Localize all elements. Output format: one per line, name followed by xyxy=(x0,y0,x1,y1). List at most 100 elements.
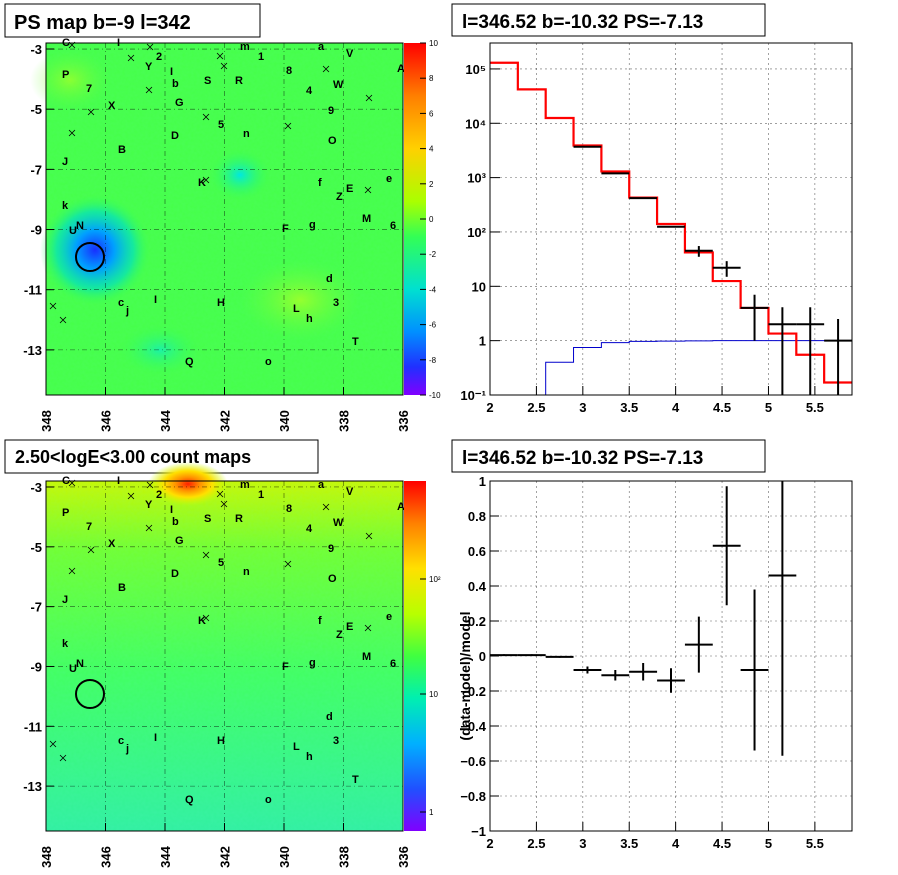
residual-panel: l=346.52 b=-10.32 PS=-7.13 (data-model)/… xyxy=(451,439,853,851)
ps-scale-tick-label: -2 xyxy=(429,250,437,259)
source-label: K xyxy=(198,615,206,627)
x-tick-label: 346 xyxy=(99,846,114,868)
source-label: O xyxy=(328,135,337,147)
source-cross-marker xyxy=(145,524,153,532)
source-cross-marker xyxy=(365,94,373,102)
source-label: a xyxy=(318,479,325,491)
count-scale-tick-label: 1 xyxy=(429,808,434,817)
source-cross-marker xyxy=(220,62,228,70)
spectrum-y-tick-label: 10 xyxy=(472,279,486,294)
source-cross-marker xyxy=(364,186,372,194)
source-label: 4 xyxy=(306,85,313,97)
source-cross-marker xyxy=(59,316,67,324)
source-label: 8 xyxy=(286,503,292,515)
x-tick-label: 336 xyxy=(396,846,411,868)
ps-scale-tick-label: 4 xyxy=(429,145,434,154)
residual-x-tick-label: 3 xyxy=(579,836,586,851)
residual-y-tick-label: −0.6 xyxy=(460,754,486,769)
source-cross-marker xyxy=(216,52,224,60)
source-label: S xyxy=(204,75,211,87)
source-label: 9 xyxy=(328,543,334,555)
x-tick-label: 336 xyxy=(396,410,411,432)
source-label: B xyxy=(118,582,126,594)
ps-scale-tick-label: -8 xyxy=(429,356,437,365)
ps-scale-tick-label: -4 xyxy=(429,285,437,294)
source-label: 2 xyxy=(156,51,162,63)
ps-scale-tick-label: 0 xyxy=(429,215,434,224)
source-cross-marker xyxy=(202,113,210,121)
y-tick-label: -13 xyxy=(23,343,42,358)
ps-map-grid xyxy=(46,43,403,395)
ps-scale-bar xyxy=(404,43,426,395)
residual-y-tick-label: 0.4 xyxy=(468,579,487,594)
source-label: 1 xyxy=(258,489,264,501)
spectrum-x-tick-label: 2 xyxy=(486,400,493,415)
source-label: d xyxy=(326,711,333,723)
source-label: J xyxy=(62,156,68,168)
source-label: 6 xyxy=(390,658,396,670)
x-tick-label: 344 xyxy=(158,845,173,867)
source-label: W xyxy=(333,517,344,529)
source-cross-marker xyxy=(322,65,330,73)
source-cross-marker xyxy=(220,500,228,508)
source-label: D xyxy=(171,568,179,580)
spectrum-x-tick-label: 5 xyxy=(765,400,772,415)
source-label: L xyxy=(293,303,300,315)
y-tick-label: -3 xyxy=(30,480,42,495)
spectrum-y-tick-label: 10⁻¹ xyxy=(460,388,486,403)
source-label: 2 xyxy=(156,489,162,501)
source-label: g xyxy=(309,657,316,669)
spectrum-background-model-line xyxy=(545,340,852,395)
source-label: 7 xyxy=(86,83,92,95)
source-label: e xyxy=(386,611,392,623)
residual-x-tick-label: 2 xyxy=(486,836,493,851)
source-label: j xyxy=(125,743,129,755)
source-label: X xyxy=(108,100,116,112)
spectrum-frame xyxy=(489,42,853,396)
residual-x-tick-label: 4 xyxy=(672,836,680,851)
source-label: h xyxy=(306,751,313,763)
spectrum-plot-area xyxy=(490,43,852,395)
source-label: c xyxy=(118,297,124,309)
source-label: S xyxy=(204,513,211,525)
residual-y-tick-label: 0.2 xyxy=(468,614,486,629)
source-label: F xyxy=(282,661,289,673)
spectrum-y-tick-label: 10² xyxy=(467,225,486,240)
residual-title-box xyxy=(451,439,766,473)
source-cross-marker xyxy=(284,560,292,568)
source-label: 7 xyxy=(86,521,92,533)
x-tick-label: 348 xyxy=(39,410,54,432)
ps-scale-tick-label: 6 xyxy=(429,109,434,118)
ps-map-deficit-region xyxy=(40,195,150,305)
ps-map-title: PS map b=-9 l=342 xyxy=(14,12,191,34)
y-tick-label: -11 xyxy=(24,283,42,298)
source-label: A xyxy=(397,63,405,75)
spectrum-title-box xyxy=(451,3,766,37)
ps-map-yellow-region xyxy=(240,260,360,340)
source-label: e xyxy=(386,173,392,185)
x-tick-label: 346 xyxy=(99,410,114,432)
source-cross-marker xyxy=(127,54,135,62)
spectrum-x-tick-label: 4 xyxy=(672,400,680,415)
ps-map-colorscale: 10 8 6 4 2 0 -2 -4 -6 -8 -10 xyxy=(404,39,441,400)
source-label: f xyxy=(318,177,322,189)
ps-scale-tick-label: 2 xyxy=(429,180,434,189)
ps-map-cyan-region xyxy=(210,150,270,200)
spectrum-y-tick-label: 10³ xyxy=(467,171,486,186)
source-label: n xyxy=(243,128,250,140)
source-label: P xyxy=(62,507,69,519)
count-map-y-ticks: -3 -5 -7 -9 -11 -13 xyxy=(23,480,54,794)
source-label: R xyxy=(235,75,243,87)
source-label: 3 xyxy=(333,297,339,309)
source-label: I xyxy=(170,66,173,78)
spectrum-y-tick-label: 1 xyxy=(479,334,486,349)
source-cross-marker xyxy=(202,551,210,559)
source-label: F xyxy=(282,223,289,235)
source-label: k xyxy=(62,200,69,212)
source-label: M xyxy=(362,213,371,225)
count-scale-ticks: 10² 10 1 xyxy=(420,575,441,817)
